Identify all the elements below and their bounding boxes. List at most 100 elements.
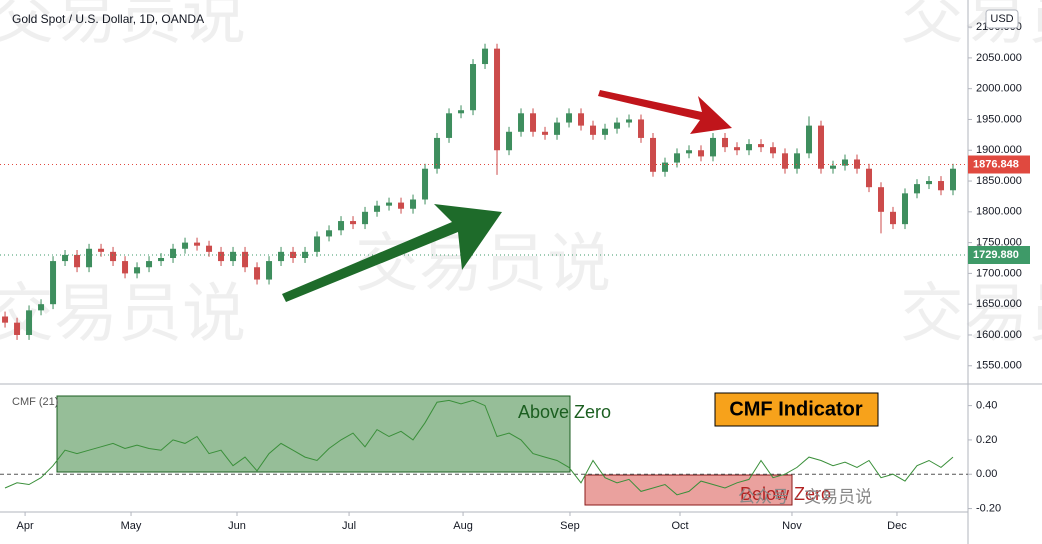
candle-body [398, 202, 405, 209]
candle-body [2, 316, 9, 323]
candle-body [722, 137, 729, 148]
candle-body [662, 162, 669, 172]
candle-body [302, 251, 309, 259]
candle-body [686, 150, 693, 154]
currency[interactable]: USD [990, 13, 1013, 25]
candle-body [254, 267, 261, 280]
watermark: 交易员说 [900, 278, 1042, 352]
candle-body [650, 137, 657, 172]
candle-body [890, 211, 897, 225]
candle-body [842, 159, 849, 166]
candle-body [590, 125, 597, 135]
y-tick-label: 1900.000 [976, 144, 1022, 156]
candle-body [866, 168, 873, 188]
candle-body [146, 261, 153, 268]
y-tick-label: 1950.000 [976, 113, 1022, 125]
candle-body [86, 248, 93, 268]
red-arrow [598, 90, 732, 134]
candle-body [182, 242, 189, 249]
y-tick-label: 2050.000 [976, 52, 1022, 64]
y-tick-label: 1550.000 [976, 360, 1022, 372]
candle-body [674, 153, 681, 163]
candle-body [602, 128, 609, 135]
y-tick-label: 1650.000 [976, 298, 1022, 310]
candle-body [794, 153, 801, 169]
footer: 公众号 · 交易员说 [738, 487, 872, 506]
candle-body [710, 137, 717, 157]
currency-badge[interactable] [985, 9, 1019, 29]
candle-body [206, 245, 213, 252]
candle-body [806, 125, 813, 154]
candle-body [554, 122, 561, 135]
candle-body [506, 131, 513, 151]
candle-body [878, 187, 885, 212]
candle-body [314, 236, 321, 252]
candle-body [122, 261, 129, 274]
candle-body [578, 113, 585, 126]
candle-body [902, 193, 909, 225]
watermark: 交易员说 [0, 278, 246, 352]
price-label-box [968, 245, 1030, 264]
annotation: Below Zero [740, 484, 831, 504]
candle-body [26, 310, 33, 335]
watermark: 交易员说 [355, 228, 611, 302]
candle-body [242, 251, 249, 268]
candle-body [530, 113, 537, 132]
x-tick-label: Nov [782, 520, 802, 532]
annotation: Above Zero [518, 402, 611, 422]
x-tick-label: Dec [887, 520, 907, 532]
candle-body [386, 202, 393, 206]
candle-body [338, 221, 345, 231]
cmf-indicator-box [714, 392, 879, 427]
candle-body [278, 251, 285, 262]
candle-body [158, 258, 165, 262]
candle-body [566, 113, 573, 123]
candle-body [134, 267, 141, 274]
candle-body [698, 150, 705, 157]
y-tick-label: 1600.000 [976, 329, 1022, 341]
price-label: 1729.880 [973, 249, 1019, 261]
candle-body [782, 153, 789, 169]
candle-body [626, 119, 633, 123]
candle-body [326, 230, 333, 237]
candle-body [110, 251, 117, 262]
candle-body [482, 48, 489, 65]
indicator-label: CMF (21) [12, 396, 58, 408]
candle-body [446, 113, 453, 138]
candle-body [374, 205, 381, 212]
candle-body [230, 251, 237, 262]
y-tick-label: 0.00 [976, 468, 997, 480]
candle-body [38, 304, 45, 311]
y-tick-label: -0.20 [976, 502, 1001, 514]
y-tick-label: 0.40 [976, 400, 997, 412]
annotation: CMF Indicator [729, 398, 863, 420]
y-tick-label: 2000.000 [976, 83, 1022, 95]
candle-body [830, 165, 837, 169]
candle-body [362, 211, 369, 225]
candle-body [62, 254, 69, 262]
y-tick-label: 1750.000 [976, 237, 1022, 249]
price-label-box [968, 155, 1030, 174]
candle-body [950, 168, 957, 191]
candle-body [938, 181, 945, 191]
candle-body [410, 199, 417, 209]
candle-body [638, 119, 645, 138]
candle-body [470, 64, 477, 111]
x-tick-label: Aug [453, 520, 473, 532]
y-tick-label: 1800.000 [976, 206, 1022, 218]
watermark: 交易员说 [0, 0, 246, 54]
y-tick-label: 1850.000 [976, 175, 1022, 187]
candle-body [422, 168, 429, 200]
candle-body [50, 261, 57, 305]
candle-body [98, 248, 105, 252]
candle-body [458, 110, 465, 114]
candle-body [746, 144, 753, 151]
cmf-line [4, 399, 954, 496]
x-tick-label: Jul [342, 520, 356, 532]
candle-body [170, 248, 177, 259]
y-tick-label: 0.20 [976, 434, 997, 446]
candle-body [518, 113, 525, 132]
candle-body [734, 147, 741, 151]
candle-body [194, 242, 201, 246]
